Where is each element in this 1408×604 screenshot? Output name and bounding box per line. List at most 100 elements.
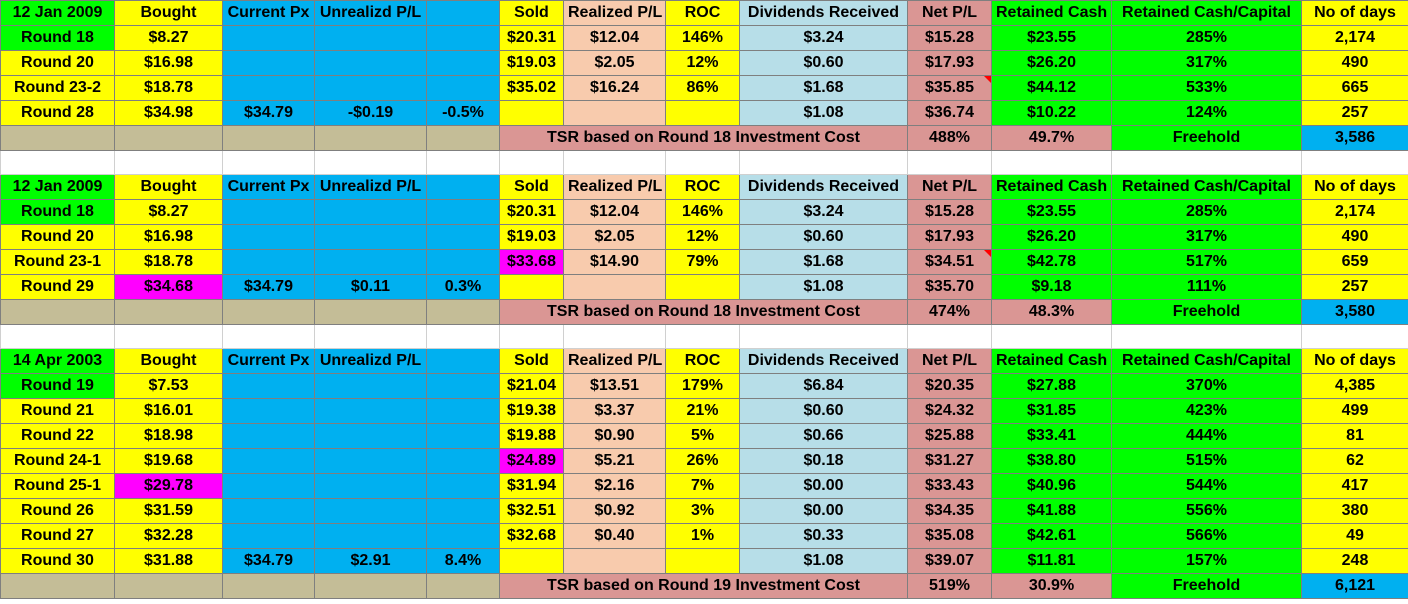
header-unrealized-pl[interactable]: Unrealizd P/L	[314, 0, 427, 26]
cell-days[interactable]: 659	[1301, 249, 1408, 275]
tsr-label[interactable]: TSR based on Round 18 Investment Cost	[499, 125, 908, 151]
cell-days[interactable]: 248	[1301, 548, 1408, 574]
cell-round[interactable]: Round 20	[0, 50, 115, 76]
cell-blank[interactable]	[426, 324, 500, 349]
cell-unrealized-pct[interactable]	[426, 473, 500, 499]
cell-unrealized-pl[interactable]	[314, 523, 427, 549]
cell-retained-ratio[interactable]: 423%	[1111, 398, 1302, 424]
freehold-label[interactable]: Freehold	[1111, 299, 1302, 325]
header-retained-ratio[interactable]: Retained Cash/Capital	[1111, 0, 1302, 26]
cell-round[interactable]: Round 21	[0, 398, 115, 424]
cell-bought[interactable]: $19.68	[114, 448, 223, 474]
cell-days[interactable]: 81	[1301, 423, 1408, 449]
header-retained-ratio[interactable]: Retained Cash/Capital	[1111, 348, 1302, 374]
cell-net-pl[interactable]: $25.88	[907, 423, 992, 449]
cell-current-px[interactable]	[222, 523, 315, 549]
cell-blank[interactable]	[222, 573, 315, 599]
cell-blank[interactable]	[499, 324, 564, 349]
cell-blank[interactable]	[665, 150, 740, 175]
cell-dividends[interactable]: $0.60	[739, 50, 908, 76]
cell-dividends[interactable]: $0.18	[739, 448, 908, 474]
cell-round[interactable]: Round 23-1	[0, 249, 115, 275]
cell-retained-cash[interactable]: $23.55	[991, 199, 1112, 225]
cell-roc[interactable]: 79%	[665, 249, 740, 275]
cell-unrealized-pct[interactable]	[426, 448, 500, 474]
cell-retained-ratio[interactable]: 515%	[1111, 448, 1302, 474]
cell-blank[interactable]	[907, 324, 992, 349]
cell-days[interactable]: 4,385	[1301, 373, 1408, 399]
header-current-px[interactable]: Current Px	[222, 0, 315, 26]
cell-sold[interactable]: $20.31	[499, 25, 564, 51]
cell-retained-ratio[interactable]: 317%	[1111, 224, 1302, 250]
header-unrealized-pct[interactable]	[426, 348, 500, 374]
cell-dividends[interactable]: $1.08	[739, 274, 908, 300]
header-sold[interactable]: Sold	[499, 174, 564, 200]
cell-net-pl[interactable]: $33.43	[907, 473, 992, 499]
cell-unrealized-pct[interactable]: 8.4%	[426, 548, 500, 574]
cell-current-px[interactable]: $34.79	[222, 548, 315, 574]
cell-retained-cash[interactable]: $33.41	[991, 423, 1112, 449]
cell-sold[interactable]: $20.31	[499, 199, 564, 225]
header-net-pl[interactable]: Net P/L	[907, 174, 992, 200]
cell-days[interactable]: 2,174	[1301, 25, 1408, 51]
cell-roc[interactable]: 5%	[665, 423, 740, 449]
cell-net-pl[interactable]: $31.27	[907, 448, 992, 474]
cell-realized-pl[interactable]: $0.90	[563, 423, 666, 449]
cell-current-px[interactable]: $34.79	[222, 100, 315, 126]
cell-blank[interactable]	[1111, 150, 1302, 175]
cell-net-pl[interactable]: $34.35	[907, 498, 992, 524]
header-dividends[interactable]: Dividends Received	[739, 0, 908, 26]
cell-unrealized-pct[interactable]	[426, 398, 500, 424]
cell-realized-pl[interactable]: $2.05	[563, 50, 666, 76]
cell-blank[interactable]	[0, 324, 115, 349]
cell-days[interactable]: 62	[1301, 448, 1408, 474]
cell-net-pl[interactable]: $20.35	[907, 373, 992, 399]
cell-roc[interactable]: 86%	[665, 75, 740, 101]
cell-dividends[interactable]: $1.68	[739, 75, 908, 101]
cell-realized-pl[interactable]	[563, 100, 666, 126]
header-unrealized-pct[interactable]	[426, 0, 500, 26]
cell-sold[interactable]: $24.89	[499, 448, 564, 474]
cell-days[interactable]: 499	[1301, 398, 1408, 424]
header-current-px[interactable]: Current Px	[222, 174, 315, 200]
cell-blank[interactable]	[0, 125, 115, 151]
cell-realized-pl[interactable]: $5.21	[563, 448, 666, 474]
cell-net-pl[interactable]: $35.70	[907, 274, 992, 300]
tsr-annualized[interactable]: 49.7%	[991, 125, 1112, 151]
cell-unrealized-pct[interactable]	[426, 50, 500, 76]
cell-bought[interactable]: $34.68	[114, 274, 223, 300]
cell-sold[interactable]: $19.03	[499, 50, 564, 76]
cell-roc[interactable]	[665, 548, 740, 574]
cell-dividends[interactable]: $1.08	[739, 100, 908, 126]
cell-roc[interactable]: 7%	[665, 473, 740, 499]
cell-sold[interactable]: $35.02	[499, 75, 564, 101]
cell-dividends[interactable]: $0.60	[739, 398, 908, 424]
cell-retained-ratio[interactable]: 111%	[1111, 274, 1302, 300]
cell-sold[interactable]: $19.88	[499, 423, 564, 449]
header-realized-pl[interactable]: Realized P/L	[563, 174, 666, 200]
cell-retained-cash[interactable]: $26.20	[991, 50, 1112, 76]
cell-current-px[interactable]	[222, 224, 315, 250]
cell-net-pl[interactable]: $17.93	[907, 224, 992, 250]
cell-retained-ratio[interactable]: 157%	[1111, 548, 1302, 574]
header-dividends[interactable]: Dividends Received	[739, 174, 908, 200]
cell-blank[interactable]	[739, 150, 908, 175]
cell-unrealized-pct[interactable]: -0.5%	[426, 100, 500, 126]
cell-bought[interactable]: $29.78	[114, 473, 223, 499]
cell-bought[interactable]: $18.78	[114, 75, 223, 101]
cell-net-pl[interactable]: $35.85	[907, 75, 992, 101]
cell-retained-cash[interactable]: $26.20	[991, 224, 1112, 250]
cell-roc[interactable]: 21%	[665, 398, 740, 424]
cell-net-pl[interactable]: $15.28	[907, 25, 992, 51]
cell-unrealized-pct[interactable]	[426, 373, 500, 399]
header-realized-pl[interactable]: Realized P/L	[563, 348, 666, 374]
cell-retained-cash[interactable]: $31.85	[991, 398, 1112, 424]
cell-current-px[interactable]	[222, 199, 315, 225]
header-bought[interactable]: Bought	[114, 174, 223, 200]
header-net-pl[interactable]: Net P/L	[907, 348, 992, 374]
cell-realized-pl[interactable]: $3.37	[563, 398, 666, 424]
cell-round[interactable]: Round 29	[0, 274, 115, 300]
cell-roc[interactable]: 12%	[665, 224, 740, 250]
header-roc[interactable]: ROC	[665, 0, 740, 26]
cell-net-pl[interactable]: $35.08	[907, 523, 992, 549]
